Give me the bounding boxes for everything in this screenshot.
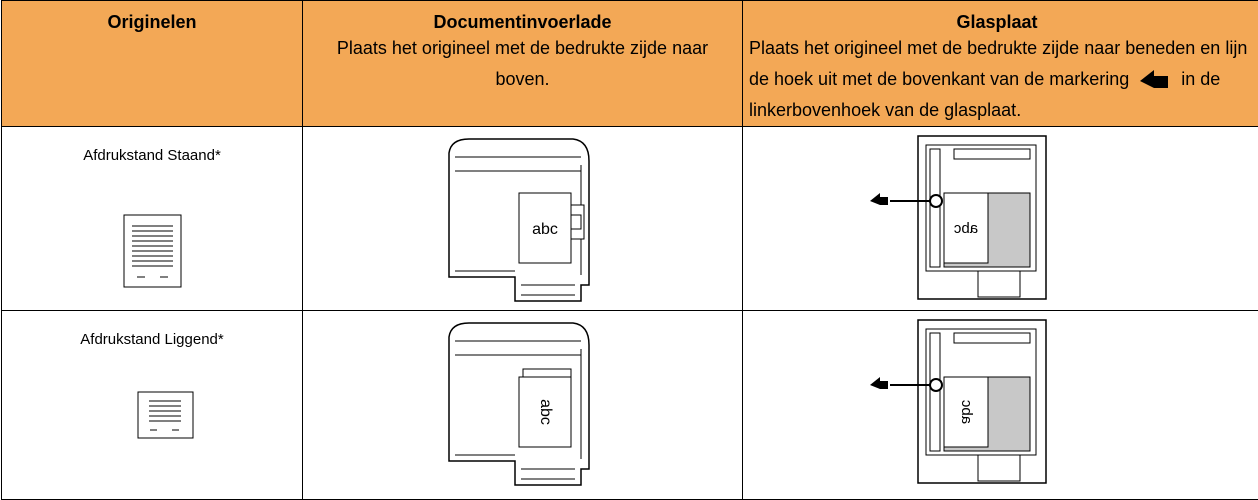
row-cell: abc <box>742 126 1258 311</box>
row-cell: Afdrukstand Liggend* <box>1 310 303 500</box>
column-title: Glasplaat <box>956 12 1038 32</box>
row-label: Afdrukstand Staand* <box>83 147 221 164</box>
paper-text: abc <box>532 221 558 238</box>
paper-text: abc <box>958 399 975 424</box>
glass-illustration: abc <box>870 319 1047 484</box>
feeder-illustration: abc <box>448 322 590 486</box>
marker-icon <box>1140 70 1169 88</box>
glass-illustration: abc <box>870 135 1047 300</box>
column-text: in de linkerbovenhoek van de glasplaat. <box>749 69 1221 120</box>
row-label: Afdrukstand Liggend* <box>80 331 224 348</box>
column-title: Originelen <box>107 12 197 32</box>
landscape-icon <box>137 391 194 439</box>
row-cell: abc <box>742 310 1258 500</box>
column-title: Documentinvoerlade <box>433 12 612 32</box>
column-text: Plaats het origineel met de bedrukte zij… <box>336 38 709 89</box>
header-cell: Documentinvoerlade Plaats het origineel … <box>302 0 743 127</box>
paper-text: abc <box>537 399 554 425</box>
row-cell: abc <box>302 310 743 500</box>
portrait-icon <box>123 214 182 288</box>
feeder-illustration: abc <box>448 138 590 302</box>
header-cell: Originelen <box>1 0 303 127</box>
header-cell: Glasplaat Plaats het origineel met de be… <box>742 0 1258 127</box>
row-cell: abc <box>302 126 743 311</box>
row-cell: Afdrukstand Staand* <box>1 126 303 311</box>
column-text: Plaats het origineel met de bedrukte zij… <box>749 38 1248 89</box>
paper-text: abc <box>953 220 978 237</box>
